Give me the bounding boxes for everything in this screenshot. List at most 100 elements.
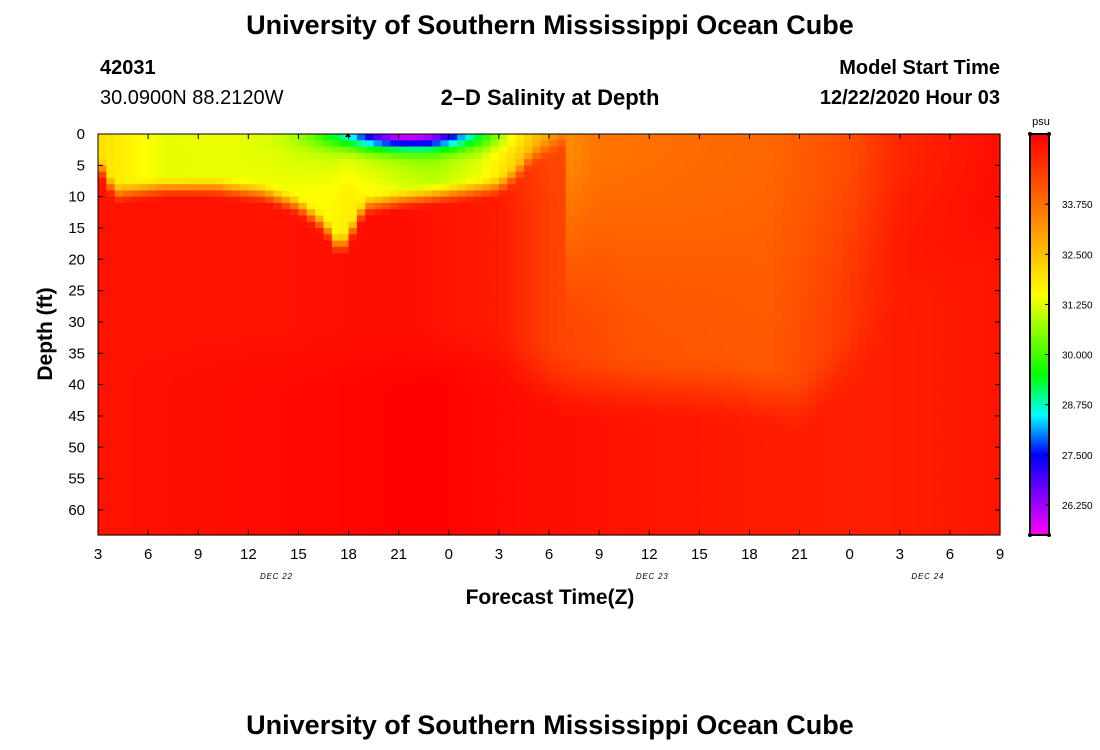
heat-cell — [98, 384, 107, 392]
heat-cell — [540, 196, 550, 204]
heat-cell — [490, 321, 500, 329]
heat-cell — [640, 134, 650, 141]
heat-cell — [565, 146, 575, 154]
heat-cell — [724, 378, 734, 386]
heat-cell — [432, 177, 442, 185]
heat-cell — [574, 466, 584, 473]
heat-cell — [198, 509, 208, 517]
heat-cell — [173, 340, 183, 348]
heat-cell — [106, 271, 116, 279]
heat-cell — [198, 453, 208, 461]
heat-cell — [490, 528, 500, 536]
heat-cell — [398, 196, 408, 204]
heat-cell — [724, 428, 734, 436]
heat-cell — [615, 478, 625, 486]
heat-cell — [114, 315, 124, 323]
heat-cell — [398, 328, 408, 336]
heat-cell — [574, 303, 584, 311]
heat-cell — [407, 296, 416, 304]
heat-cell — [365, 246, 375, 254]
heat-cell — [223, 321, 233, 329]
heat-cell — [732, 397, 742, 405]
heat-cell — [607, 491, 617, 499]
heat-cell — [139, 184, 149, 191]
heat-cell — [682, 497, 692, 505]
heat-cell — [448, 146, 458, 154]
heat-cell — [582, 152, 592, 160]
heat-cell — [373, 503, 383, 511]
heat-cell — [114, 271, 124, 279]
heat-cell — [724, 397, 734, 405]
heat-cell — [198, 403, 208, 411]
heat-cell — [214, 271, 224, 279]
heat-cell — [690, 497, 700, 505]
heat-cell — [273, 359, 283, 367]
heat-cell — [649, 509, 659, 517]
heat-cell — [114, 284, 124, 292]
heat-cell — [515, 359, 525, 367]
heat-cell — [532, 196, 542, 204]
heat-cell — [515, 284, 525, 292]
heat-cell — [423, 253, 433, 260]
heat-cell — [365, 378, 375, 386]
heat-cell — [189, 378, 199, 386]
heat-cell — [707, 209, 717, 217]
heat-cell — [741, 403, 751, 411]
heat-cell — [331, 321, 341, 329]
heat-cell — [290, 459, 300, 467]
heat-cell — [164, 403, 174, 411]
heat-cell — [164, 484, 174, 492]
heat-cell — [306, 403, 316, 411]
heat-cell — [448, 159, 458, 166]
heat-cell — [741, 278, 751, 285]
heat-cell — [741, 303, 751, 311]
heat-cell — [373, 347, 383, 354]
heat-cell — [690, 253, 700, 260]
heat-cell — [549, 340, 558, 348]
heat-cell — [198, 290, 208, 298]
heat-cell — [440, 278, 450, 285]
heat-cell — [574, 384, 584, 392]
heat-cell — [473, 152, 483, 160]
heat-cell — [523, 215, 533, 223]
heat-cell — [173, 453, 183, 461]
heat-cell — [665, 415, 675, 423]
heat-cell — [148, 328, 158, 336]
heat-cell — [298, 509, 308, 517]
heat-cell — [273, 234, 283, 242]
heat-cell — [356, 271, 366, 279]
heat-cell — [523, 516, 533, 524]
heat-cell — [198, 221, 208, 229]
heat-cell — [682, 171, 692, 179]
heat-cell — [98, 240, 107, 248]
heat-cell — [381, 184, 391, 191]
heat-cell — [148, 196, 158, 204]
heat-cell — [732, 165, 742, 173]
heat-cell — [198, 428, 208, 436]
heat-cell — [114, 516, 124, 524]
heat-cell — [173, 278, 183, 285]
heat-cell — [106, 227, 116, 235]
heat-cell — [315, 516, 325, 524]
heat-cell — [348, 497, 358, 505]
heat-cell — [540, 221, 550, 229]
heat-cell — [423, 365, 433, 373]
heat-cell — [582, 441, 592, 448]
heat-cell — [741, 152, 751, 160]
heat-cell — [214, 278, 224, 285]
heat-cell — [582, 177, 592, 185]
heat-cell — [281, 152, 291, 160]
heat-cell — [114, 384, 124, 392]
heat-cell — [473, 321, 483, 329]
heat-cell — [231, 271, 241, 279]
heat-cell — [164, 434, 174, 442]
heat-cell — [532, 365, 542, 373]
heat-cell — [523, 390, 533, 398]
heat-cell — [624, 397, 634, 405]
heat-cell — [565, 359, 575, 367]
heat-cell — [189, 497, 199, 505]
heat-cell — [398, 497, 408, 505]
heat-cell — [106, 503, 116, 511]
heat-cell — [315, 466, 325, 473]
heat-cell — [256, 221, 266, 229]
